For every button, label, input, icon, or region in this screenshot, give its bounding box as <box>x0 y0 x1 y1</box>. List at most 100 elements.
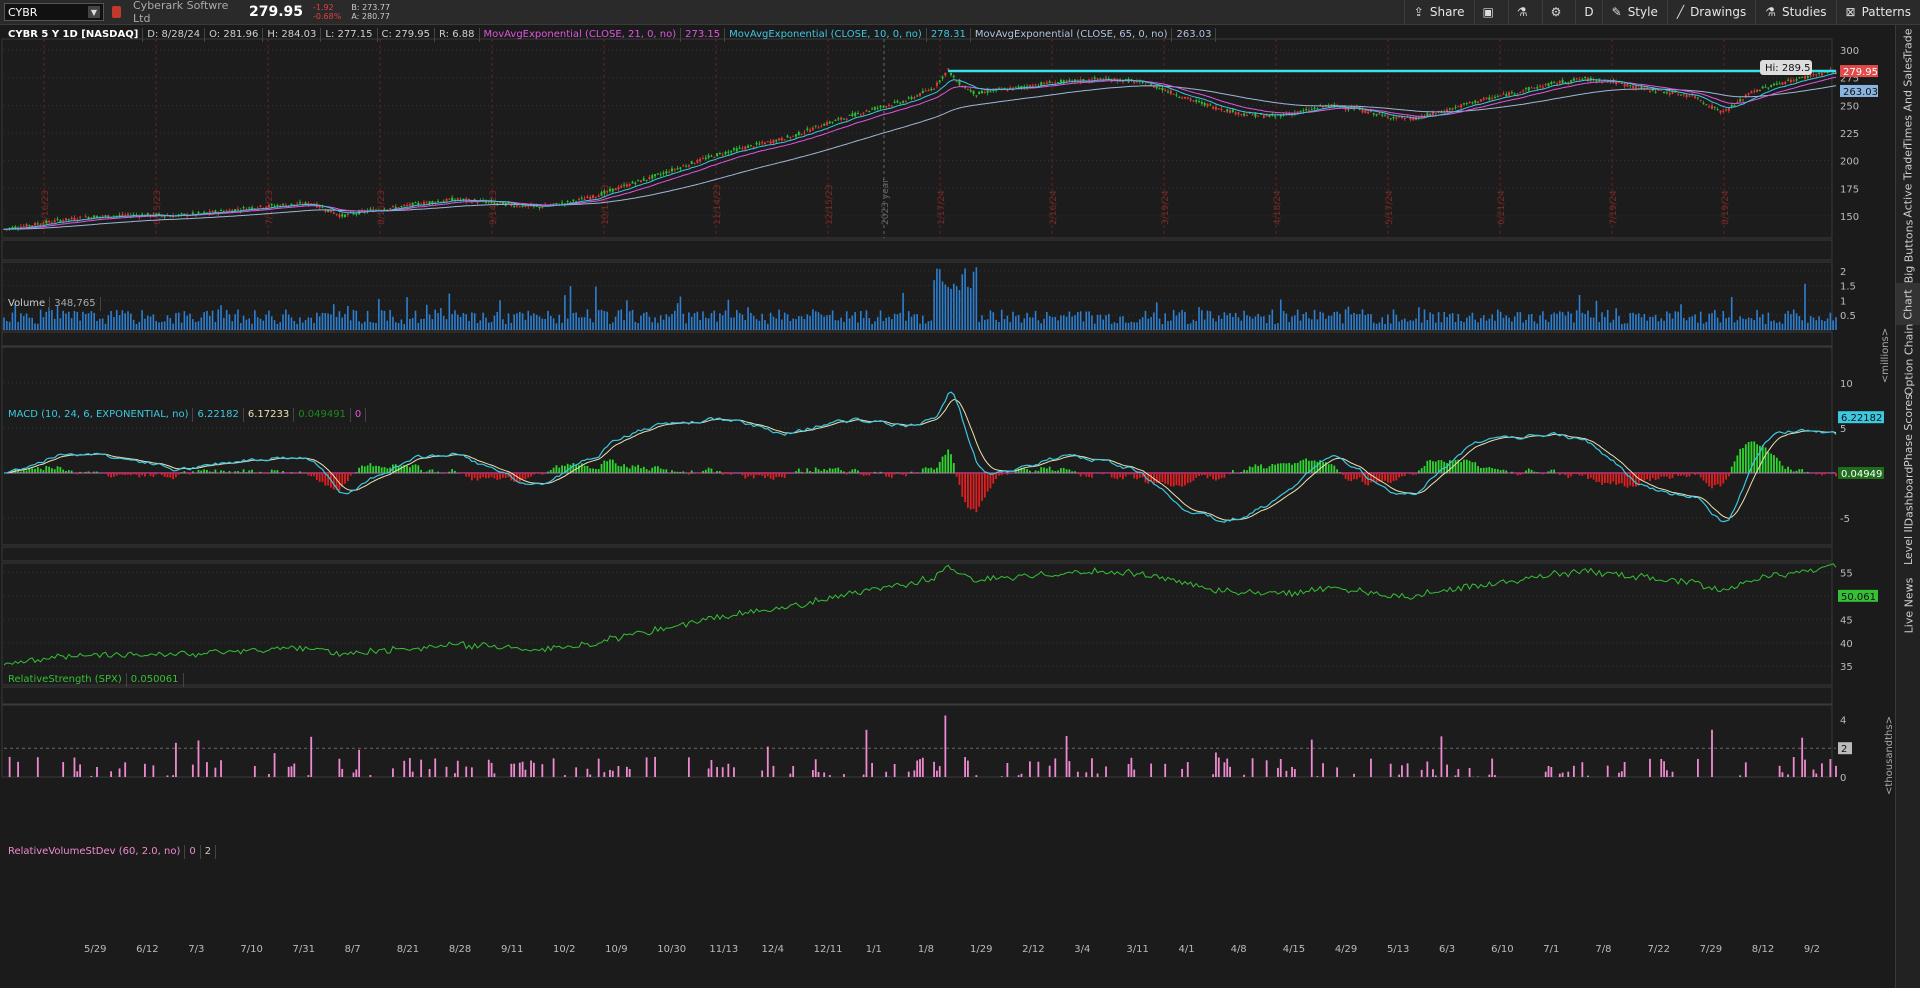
rvsd-bar <box>76 771 79 777</box>
side-tab-label: Trade <box>1902 28 1915 59</box>
side-tab-active-trader[interactable]: Active Trader <box>1896 142 1920 220</box>
chevron-down-icon[interactable]: ▼ <box>88 6 100 18</box>
candle-body <box>794 134 797 137</box>
volume-bar <box>169 318 172 330</box>
macd-hist-bar <box>42 470 45 473</box>
period-button[interactable]: D <box>1575 0 1601 25</box>
candle-body <box>1479 99 1482 102</box>
side-tab-chart[interactable]: Chart <box>1896 283 1920 325</box>
volume-bar <box>564 295 566 330</box>
rvsd-bar <box>823 772 826 777</box>
side-tab-level-ii[interactable]: Level II <box>1896 525 1920 565</box>
volume-bar <box>504 323 507 330</box>
side-tab-option-chain[interactable]: Option Chain <box>1896 323 1920 395</box>
macd-hist-bar <box>1736 455 1739 473</box>
macd-hist-bar <box>1778 460 1781 473</box>
drawings-button[interactable]: ╱ Drawings <box>1666 0 1755 25</box>
rs-title[interactable]: RelativeStrength (SPX) <box>4 673 127 687</box>
legend-ema10-label[interactable]: MovAvgExponential (CLOSE, 10, 0, no) <box>725 28 927 42</box>
side-tab-dashboard[interactable]: Dashboard <box>1896 467 1920 527</box>
studies-icon: ⚗ <box>1765 5 1776 19</box>
rs-panel[interactable] <box>1 562 1833 686</box>
volume-bar <box>1671 318 1674 330</box>
candle-body <box>304 202 307 205</box>
settings-button[interactable]: ⚙ <box>1541 0 1576 25</box>
side-tab-big-buttons[interactable]: Big Buttons <box>1896 220 1920 284</box>
macd-panel[interactable] <box>1 346 1833 546</box>
date-axis-tick: 2/12 <box>1022 944 1044 955</box>
macd-hist-bar <box>1203 473 1206 476</box>
share-button[interactable]: ⇪ Share <box>1403 0 1474 25</box>
volume-title[interactable]: Volume <box>4 297 51 311</box>
rvsd-bar <box>369 774 372 777</box>
candle-body <box>1795 79 1798 81</box>
symbol-input[interactable]: CYBR ▼ <box>4 3 104 21</box>
candle-body <box>1074 79 1077 82</box>
macd-hist-bar <box>978 473 981 507</box>
rvsd-bar <box>1561 772 1564 777</box>
candle-body <box>1183 96 1186 99</box>
side-tab-live-news[interactable]: Live News <box>1896 565 1920 645</box>
volume-bar <box>1020 322 1023 330</box>
candle-body <box>1750 91 1753 94</box>
macd-avg: 6.17233 <box>244 408 295 422</box>
volume-bar <box>70 318 73 330</box>
macd-hist-bar <box>1674 473 1677 475</box>
candle-body <box>1665 92 1668 94</box>
candle-body <box>262 207 265 209</box>
candle-body <box>222 211 225 213</box>
candle-body <box>1446 109 1449 113</box>
volume-bar <box>1150 317 1152 330</box>
side-tab-times-and-sales[interactable]: Times And Sales <box>1896 57 1920 147</box>
candle-body <box>561 202 564 204</box>
candle-body <box>1059 79 1062 84</box>
macd-hist-bar <box>1271 463 1274 473</box>
macd-hist-bar <box>806 468 809 473</box>
volume-bar <box>1499 311 1502 330</box>
macd-hist-bar <box>1324 462 1327 473</box>
candle-body <box>1344 108 1347 110</box>
macd-hist-bar <box>783 473 786 478</box>
volume-bar <box>733 317 735 330</box>
patterns-button[interactable]: ⊠ Patterns <box>1835 0 1920 25</box>
rvsd-bar <box>1293 769 1296 777</box>
macd-hist-bar <box>1446 463 1448 473</box>
legend-ema65-label[interactable]: MovAvgExponential (CLOSE, 65, 0, no) <box>971 28 1173 42</box>
volume-bar <box>524 319 527 330</box>
macd-hist-bar <box>39 468 42 473</box>
volume-bar <box>1697 322 1699 330</box>
flask-button[interactable]: ⚗ <box>1507 0 1542 25</box>
volume-bar <box>158 322 160 330</box>
volume-bar <box>397 323 400 330</box>
candle-body <box>1198 100 1201 102</box>
candle-body <box>1121 81 1124 83</box>
side-tab-phase-scores[interactable]: Phase Scores <box>1896 393 1920 468</box>
candle-body <box>924 90 927 92</box>
camera-button[interactable]: ▣ <box>1473 0 1508 25</box>
volume-bar <box>913 314 916 330</box>
date-axis-tick: 12/4 <box>762 944 784 955</box>
volume-bar <box>1372 322 1375 330</box>
rvsd-title[interactable]: RelativeVolumeStDev (60, 2.0, no) <box>4 845 186 859</box>
studies-button[interactable]: ⚗ Studies <box>1755 0 1835 25</box>
volume-bar <box>1339 313 1341 330</box>
volume-bar <box>1702 323 1705 330</box>
macd-hist-bar <box>1584 473 1587 475</box>
candle-body <box>845 118 848 120</box>
legend-ema21-label[interactable]: MovAvgExponential (CLOSE, 21, 0, no) <box>480 28 682 42</box>
candle-body <box>538 206 541 208</box>
macd-hist-bar <box>1291 464 1293 473</box>
volume-bar <box>186 315 188 330</box>
macd-title[interactable]: MACD (10, 24, 6, EXPONENTIAL, no) <box>4 408 194 422</box>
volume-bar <box>995 319 997 330</box>
candle-body <box>1248 112 1251 114</box>
rvsd-bar <box>62 762 65 777</box>
macd-hist-bar <box>820 470 823 473</box>
macd-hist-bar <box>1305 458 1308 473</box>
link-icon[interactable] <box>112 6 121 18</box>
volume-bar <box>1181 309 1183 330</box>
volume-bar <box>431 319 434 330</box>
volume-bar <box>1474 319 1477 330</box>
style-button[interactable]: ✎ Style <box>1601 0 1667 25</box>
